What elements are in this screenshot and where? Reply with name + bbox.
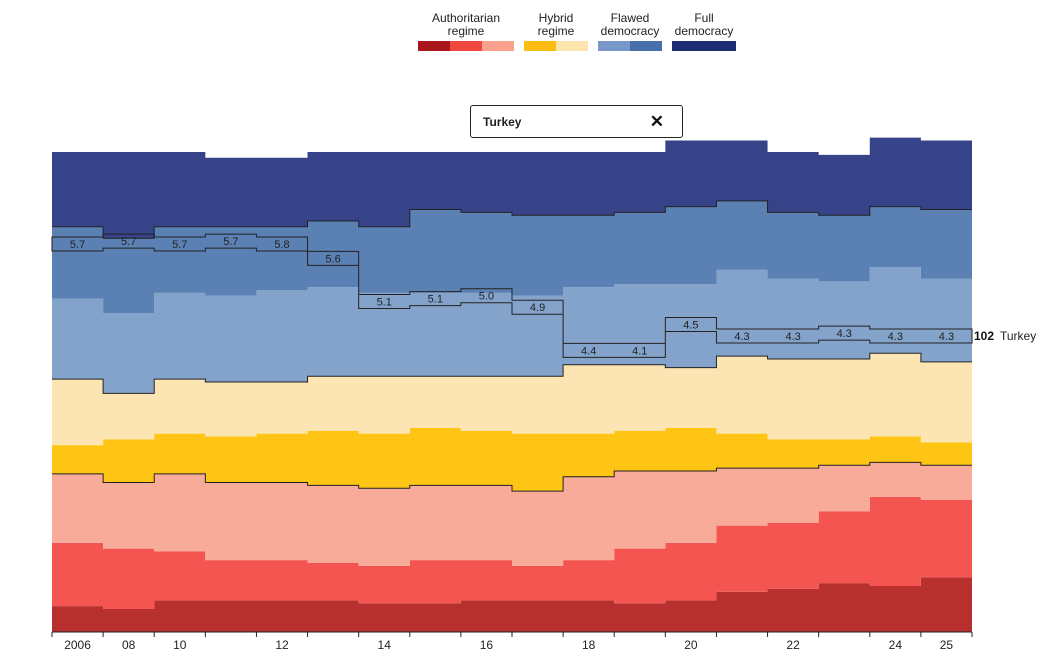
legend-group-2: Flawed democracy — [598, 12, 662, 51]
legend-group-1: Hybrid regime — [524, 12, 588, 51]
search-input[interactable]: Turkey — [483, 115, 522, 129]
legend-swatches — [598, 41, 662, 51]
x-tick-label: 20 — [684, 638, 698, 652]
legend-swatch — [556, 41, 588, 51]
turkey-score-label: 4.3 — [785, 331, 800, 343]
legend-swatch — [418, 41, 450, 51]
turkey-score-label: 5.8 — [274, 239, 289, 251]
band-6 — [52, 200, 972, 313]
category-boundary-lines — [52, 200, 972, 492]
band-3 — [52, 427, 972, 492]
band-1 — [52, 496, 972, 610]
turkey-score-label: 5.7 — [223, 236, 238, 248]
turkey-score-label: 4.9 — [530, 302, 545, 314]
legend-label: Full democracy — [674, 11, 734, 38]
x-axis: 2006 08 10 12 14 16 18 20 22 24 25 — [51, 631, 973, 652]
legend-label: Flawed democracy — [600, 11, 660, 38]
turkey-score-label: 5.1 — [377, 296, 392, 308]
turkey-score-label: 4.3 — [734, 331, 749, 343]
turkey-score-label: 5.7 — [70, 239, 85, 251]
x-tick-label: 10 — [173, 638, 187, 652]
turkey-country-label: Turkey — [1000, 329, 1036, 343]
country-search-box[interactable]: Turkey ✕ — [470, 105, 683, 138]
band-7 — [52, 137, 972, 239]
turkey-highlight-band: 5.7 5.7 5.7 5.7 5.8 5.6 5.1 5.1 5.0 4.9 4.4 4.1 4.5 4… — [51, 233, 973, 358]
boundary-line-2 — [52, 461, 972, 492]
turkey-score-label: 4.3 — [837, 328, 852, 340]
turkey-score-label: 5.7 — [172, 239, 187, 251]
legend-swatch — [524, 41, 556, 51]
turkey-score-label: 5.1 — [428, 294, 443, 306]
legend-swatch — [450, 41, 482, 51]
x-tick-label: 25 — [940, 638, 954, 652]
x-tick-label: 2006 — [64, 638, 91, 652]
turkey-score-label: 4.1 — [632, 345, 647, 357]
x-tick-label: 16 — [480, 638, 494, 652]
x-tick-label: 18 — [582, 638, 596, 652]
legend-swatches — [524, 41, 588, 51]
legend-swatch — [630, 41, 662, 51]
close-icon[interactable]: ✕ — [649, 112, 664, 131]
legend-label: Authoritarian regime — [431, 11, 501, 38]
legend: Authoritarian regime Hybrid regime Flawed … — [0, 0, 1046, 70]
turkey-score-label: 4.4 — [581, 345, 596, 357]
x-tick-label: 12 — [275, 638, 289, 652]
legend-group-3: Full democracy — [672, 12, 736, 51]
band-2 — [52, 462, 972, 566]
boundary-line-4 — [52, 352, 972, 394]
turkey-score-label: 5.0 — [479, 291, 494, 303]
x-tick-label: 24 — [889, 638, 903, 652]
legend-swatch — [482, 41, 514, 51]
x-tick-label: 14 — [378, 638, 392, 652]
legend-swatch — [598, 41, 630, 51]
legend-label: Hybrid regime — [537, 11, 575, 38]
turkey-end-label: 102 Turkey — [974, 329, 1036, 343]
turkey-score-label: 5.7 — [121, 236, 136, 248]
legend-swatch — [672, 41, 736, 51]
legend-swatches — [672, 41, 736, 51]
x-tick-label: 22 — [786, 638, 800, 652]
boundary-line-6 — [52, 200, 972, 239]
turkey-band-outline — [51, 233, 973, 358]
x-tick-label: 08 — [122, 638, 136, 652]
turkey-rank-label: 102 — [974, 329, 994, 343]
band-4 — [52, 353, 972, 446]
turkey-score-label: 5.6 — [325, 253, 340, 265]
turkey-score-label: 4.3 — [888, 331, 903, 343]
turkey-score-label: 4.3 — [939, 331, 954, 343]
turkey-score-label: 4.5 — [683, 319, 698, 331]
legend-group-0: Authoritarian regime — [418, 12, 514, 51]
band-0 — [52, 577, 972, 632]
legend-swatches — [418, 41, 514, 51]
stacked-area-bands — [52, 137, 972, 632]
band-5 — [52, 266, 972, 394]
